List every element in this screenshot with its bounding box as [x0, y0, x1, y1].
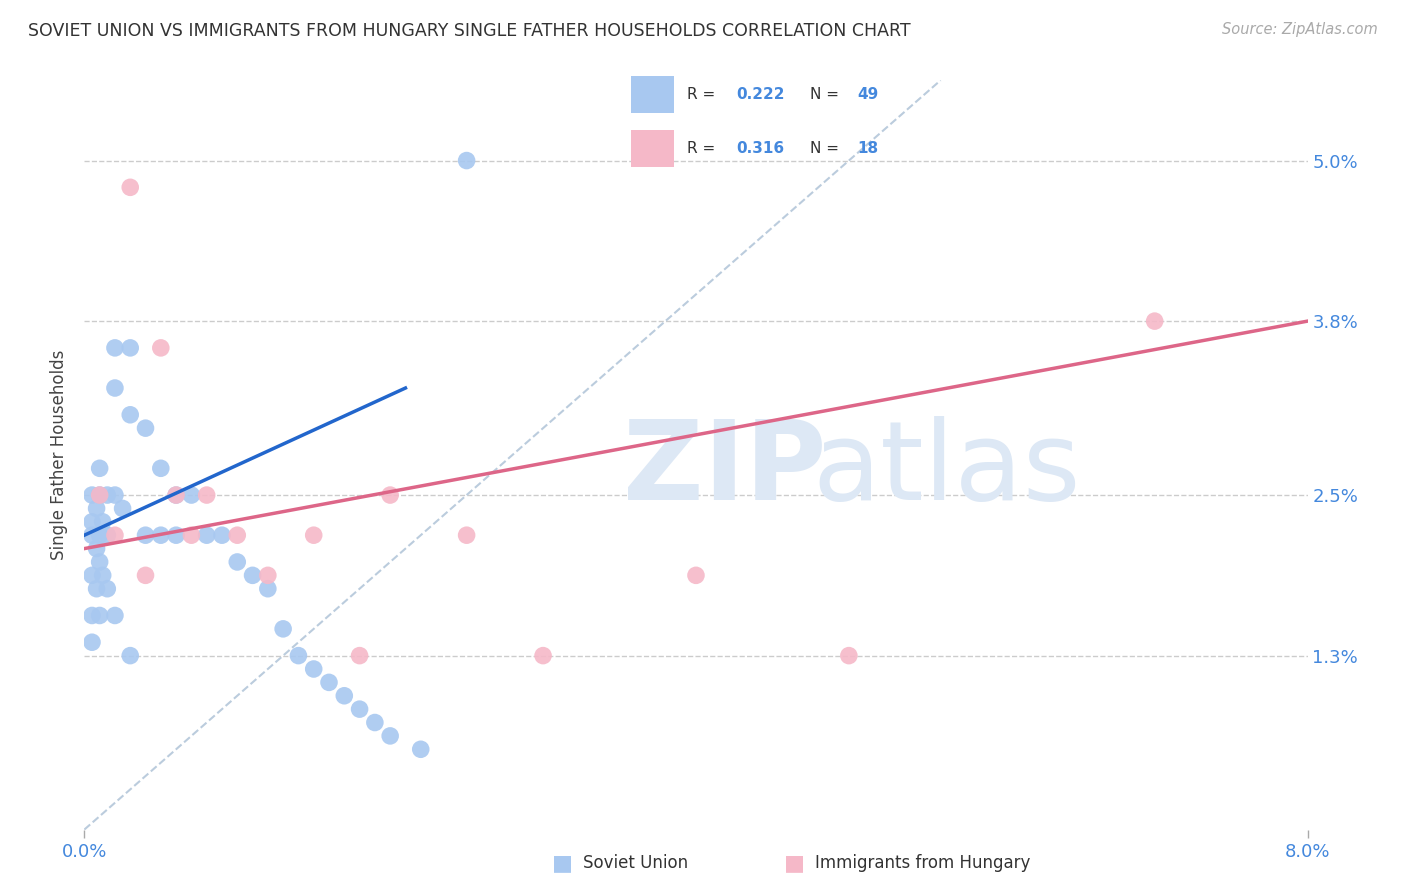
Point [91, 568, 114, 582]
Point [111, 501, 134, 516]
Point [120, 648, 142, 663]
Point [104, 381, 127, 395]
Point [838, 648, 860, 663]
Text: 18: 18 [856, 141, 877, 156]
Point [380, 729, 402, 743]
Point [165, 488, 187, 502]
Point [302, 528, 325, 542]
Text: ZIP: ZIP [623, 417, 825, 524]
Point [96, 488, 118, 502]
Point [380, 488, 402, 502]
Point [96, 582, 118, 596]
Point [86, 541, 108, 556]
Point [271, 622, 294, 636]
Point [685, 568, 707, 582]
Point [135, 568, 157, 582]
Point [456, 528, 478, 542]
Point [1143, 314, 1166, 328]
Point [195, 488, 218, 502]
Point [120, 408, 142, 422]
Point [104, 528, 127, 542]
Point [195, 528, 218, 542]
Point [211, 528, 233, 542]
Point [89, 528, 111, 542]
Point [86, 582, 108, 596]
Point [149, 528, 172, 542]
Text: 49: 49 [856, 87, 879, 103]
Point [165, 528, 187, 542]
Point [257, 582, 280, 596]
Point [89, 488, 111, 502]
Text: ■: ■ [553, 854, 572, 873]
Point [531, 648, 554, 663]
Point [80, 528, 103, 542]
Text: atlas: atlas [813, 417, 1081, 524]
Point [287, 648, 309, 663]
Text: N =: N = [810, 141, 844, 156]
Text: N =: N = [810, 87, 844, 103]
Point [165, 488, 187, 502]
Point [80, 608, 103, 623]
Point [120, 180, 142, 194]
Text: R =: R = [686, 87, 720, 103]
Point [91, 515, 114, 529]
Point [80, 515, 103, 529]
Point [80, 635, 103, 649]
Point [456, 153, 478, 168]
Text: R =: R = [686, 141, 720, 156]
FancyBboxPatch shape [631, 129, 675, 167]
Point [333, 689, 356, 703]
Point [96, 528, 118, 542]
Point [80, 568, 103, 582]
Point [86, 501, 108, 516]
Point [104, 488, 127, 502]
Text: Source: ZipAtlas.com: Source: ZipAtlas.com [1222, 22, 1378, 37]
Point [104, 608, 127, 623]
Point [135, 528, 157, 542]
Point [349, 648, 371, 663]
Point [180, 488, 202, 502]
Point [89, 488, 111, 502]
Point [226, 555, 249, 569]
FancyBboxPatch shape [631, 77, 675, 113]
Text: 0.222: 0.222 [737, 87, 785, 103]
Point [318, 675, 340, 690]
Point [149, 461, 172, 475]
Point [89, 608, 111, 623]
Point [364, 715, 387, 730]
Point [409, 742, 432, 756]
Point [226, 528, 249, 542]
Text: 0.316: 0.316 [737, 141, 785, 156]
Point [80, 488, 103, 502]
Point [120, 341, 142, 355]
Text: Soviet Union: Soviet Union [583, 855, 689, 872]
Point [257, 568, 280, 582]
Point [180, 528, 202, 542]
Point [149, 341, 172, 355]
Point [302, 662, 325, 676]
Point [135, 421, 157, 435]
Point [104, 341, 127, 355]
Text: Immigrants from Hungary: Immigrants from Hungary [815, 855, 1031, 872]
Point [242, 568, 264, 582]
Point [349, 702, 371, 716]
Point [89, 461, 111, 475]
Y-axis label: Single Father Households: Single Father Households [51, 350, 69, 560]
Text: ■: ■ [785, 854, 804, 873]
Text: SOVIET UNION VS IMMIGRANTS FROM HUNGARY SINGLE FATHER HOUSEHOLDS CORRELATION CHA: SOVIET UNION VS IMMIGRANTS FROM HUNGARY … [28, 22, 911, 40]
Point [89, 555, 111, 569]
